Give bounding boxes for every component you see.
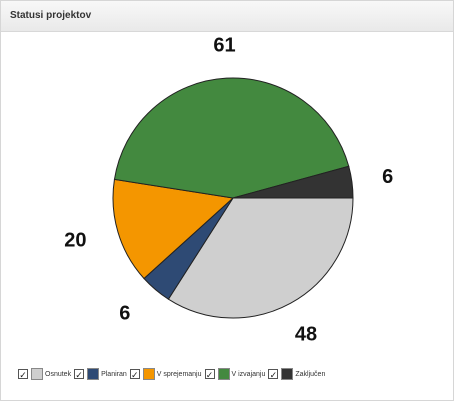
legend-checkbox-zakljucen[interactable]: ✓ <box>268 369 279 380</box>
legend-item-zakljucen[interactable]: ✓ Zaključen <box>268 368 325 380</box>
legend-label-planiran: Planiran <box>101 370 127 378</box>
legend-checkbox-osnutek[interactable]: ✓ <box>18 369 28 380</box>
legend-label-zakljucen: Zaključen <box>295 370 326 378</box>
pie-value-label-v-sprejemanju: 20 <box>64 230 86 252</box>
pie-chart-container: 48 6 20 61 6 <box>1 32 453 352</box>
pie-chart: 48 6 20 61 6 <box>64 35 393 346</box>
legend-item-v-izvajanju[interactable]: ✓ V izvajanju <box>204 368 266 380</box>
legend-label-v-izvajanju: V izvajanju <box>231 370 266 378</box>
legend-swatch-v-sprejemanju <box>142 368 155 380</box>
legend-item-v-sprejemanju[interactable]: ✓ V sprejemanju <box>129 368 202 380</box>
legend-label-v-sprejemanju: V sprejemanju <box>156 370 202 378</box>
pie-value-label-v-izvajanju: 61 <box>213 35 235 57</box>
pie-value-label-planiran: 6 <box>119 302 130 324</box>
legend-label-osnutek: Osnutek <box>45 370 72 378</box>
pie-slice-v-izvajanju[interactable] <box>113 77 350 199</box>
legend-checkbox-v-sprejemanju[interactable]: ✓ <box>129 369 140 380</box>
legend-swatch-v-izvajanju <box>217 368 230 380</box>
pie-value-label-zakljucen: 6 <box>382 166 393 188</box>
pie-slice-zakljucen[interactable] <box>232 165 354 199</box>
legend-swatch-osnutek <box>31 368 43 380</box>
legend-swatch-zakljucen <box>281 368 294 380</box>
pie-slice-osnutek[interactable] <box>167 197 354 319</box>
legend-checkbox-planiran[interactable]: ✓ <box>74 369 85 380</box>
pie-value-label-osnutek: 48 <box>295 324 317 346</box>
panel-title: Statusi projektov <box>1 1 453 32</box>
legend-checkbox-v-izvajanju[interactable]: ✓ <box>204 369 215 380</box>
pie-slice-v-sprejemanju[interactable] <box>112 178 235 280</box>
legend: ✓ Osnutek ✓ Planiran ✓ V sprejemanju ✓ V… <box>18 368 328 380</box>
legend-item-planiran[interactable]: ✓ Planiran <box>74 368 127 380</box>
legend-swatch-planiran <box>87 368 100 380</box>
legend-item-osnutek[interactable]: ✓ Osnutek <box>18 368 71 380</box>
